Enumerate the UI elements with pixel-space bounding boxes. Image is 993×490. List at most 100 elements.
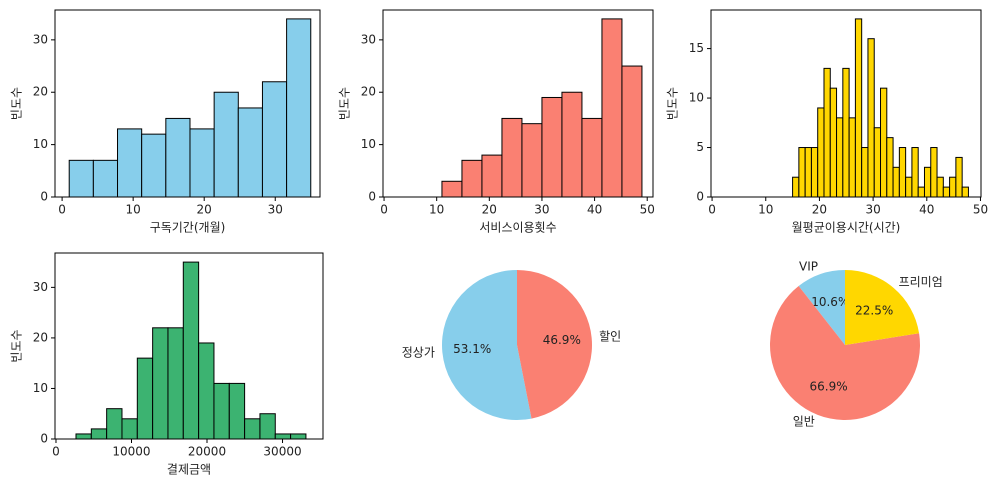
bar xyxy=(165,117,191,198)
bar xyxy=(880,87,888,198)
bar xyxy=(848,117,856,198)
y-tick-label: 0 xyxy=(40,190,48,204)
x-tick-label: 30000 xyxy=(263,445,301,459)
bar xyxy=(541,96,563,198)
x-tick-label: 30 xyxy=(268,203,283,217)
axes-frame xyxy=(710,9,982,198)
bar xyxy=(286,18,312,198)
bar xyxy=(274,433,292,440)
bar xyxy=(68,159,94,198)
slice-label: VIP xyxy=(799,260,818,274)
bar xyxy=(90,428,108,440)
axes-frame xyxy=(54,9,321,198)
x-tick-label: 10000 xyxy=(112,445,150,459)
y-tick-label: 30 xyxy=(33,32,48,46)
x-tick-label: 0 xyxy=(708,203,716,217)
bar xyxy=(290,433,307,440)
bar xyxy=(152,327,169,440)
bar xyxy=(244,418,261,440)
bar xyxy=(861,147,869,198)
bar xyxy=(949,176,957,198)
x-tick-label: 0 xyxy=(52,445,60,459)
bar xyxy=(817,107,825,198)
y-tick-label: 20 xyxy=(33,85,48,99)
bar xyxy=(842,67,850,198)
bar xyxy=(182,261,200,440)
pie-slice xyxy=(517,270,592,419)
bar xyxy=(792,176,800,198)
bar xyxy=(930,147,938,198)
bar xyxy=(961,186,969,198)
pie-slice xyxy=(442,270,532,421)
bar xyxy=(804,147,812,198)
value-label: 22.5% xyxy=(855,303,893,317)
bar xyxy=(942,186,951,198)
x-tick-label: 20000 xyxy=(188,445,226,459)
value-label: 10.6% xyxy=(811,295,849,309)
y-axis-label: 빈도수 xyxy=(338,87,352,120)
x-tick-label: 10 xyxy=(758,203,773,217)
value-label: 66.9% xyxy=(810,379,848,393)
bar xyxy=(213,91,239,198)
y-tick-label: 10 xyxy=(33,137,48,151)
bar xyxy=(237,107,263,198)
y-tick-label: 5 xyxy=(696,140,704,154)
x-tick-label: 10 xyxy=(126,203,141,217)
y-axis-label: 빈도수 xyxy=(10,329,24,362)
bar xyxy=(923,166,932,198)
y-axis-label: 빈도수 xyxy=(666,87,680,120)
bar xyxy=(213,382,230,440)
bar xyxy=(829,87,838,198)
bar xyxy=(167,327,184,440)
bar xyxy=(106,408,123,440)
y-tick-label: 10 xyxy=(689,91,704,105)
x-tick-label: 10 xyxy=(429,203,444,217)
bar xyxy=(121,418,138,440)
y-tick-label: 20 xyxy=(33,330,48,344)
x-tick-label: 50 xyxy=(640,203,655,217)
bar xyxy=(189,128,215,198)
x-tick-label: 20 xyxy=(482,203,497,217)
y-tick-label: 10 xyxy=(361,137,376,151)
bar xyxy=(886,137,894,198)
x-axis-label: 서비스이용횟수 xyxy=(479,221,556,235)
bar xyxy=(810,147,819,198)
y-tick-label: 10 xyxy=(33,381,48,395)
bar xyxy=(75,433,92,440)
bar xyxy=(481,154,503,198)
bar xyxy=(898,147,907,198)
x-tick-label: 0 xyxy=(58,203,66,217)
bar xyxy=(92,159,119,198)
bar xyxy=(798,147,806,198)
pie-slice xyxy=(845,270,920,345)
y-tick-label: 0 xyxy=(368,190,376,204)
value-label: 53.1% xyxy=(453,342,491,356)
x-tick-label: 50 xyxy=(973,203,988,217)
x-tick-label: 0 xyxy=(380,203,388,217)
y-tick-label: 0 xyxy=(696,190,704,204)
bar xyxy=(461,159,483,198)
x-axis-label: 구독기간(개월) xyxy=(150,221,226,235)
x-tick-label: 20 xyxy=(197,203,212,217)
bar xyxy=(892,166,900,198)
bar xyxy=(141,133,167,198)
bar xyxy=(621,65,643,198)
bar xyxy=(867,38,875,198)
axes-frame xyxy=(54,252,324,440)
bar xyxy=(117,128,143,198)
bar xyxy=(836,117,844,198)
bar xyxy=(823,67,831,198)
bar xyxy=(911,147,919,198)
bar xyxy=(259,413,276,440)
x-tick-label: 30 xyxy=(534,203,549,217)
x-tick-label: 40 xyxy=(587,203,602,217)
y-tick-label: 30 xyxy=(361,32,376,46)
bar xyxy=(936,176,944,198)
x-tick-label: 40 xyxy=(919,203,934,217)
bar xyxy=(905,176,913,198)
x-tick-label: 30 xyxy=(865,203,880,217)
bar xyxy=(198,342,215,440)
x-tick-label: 20 xyxy=(812,203,827,217)
bar xyxy=(854,18,863,198)
